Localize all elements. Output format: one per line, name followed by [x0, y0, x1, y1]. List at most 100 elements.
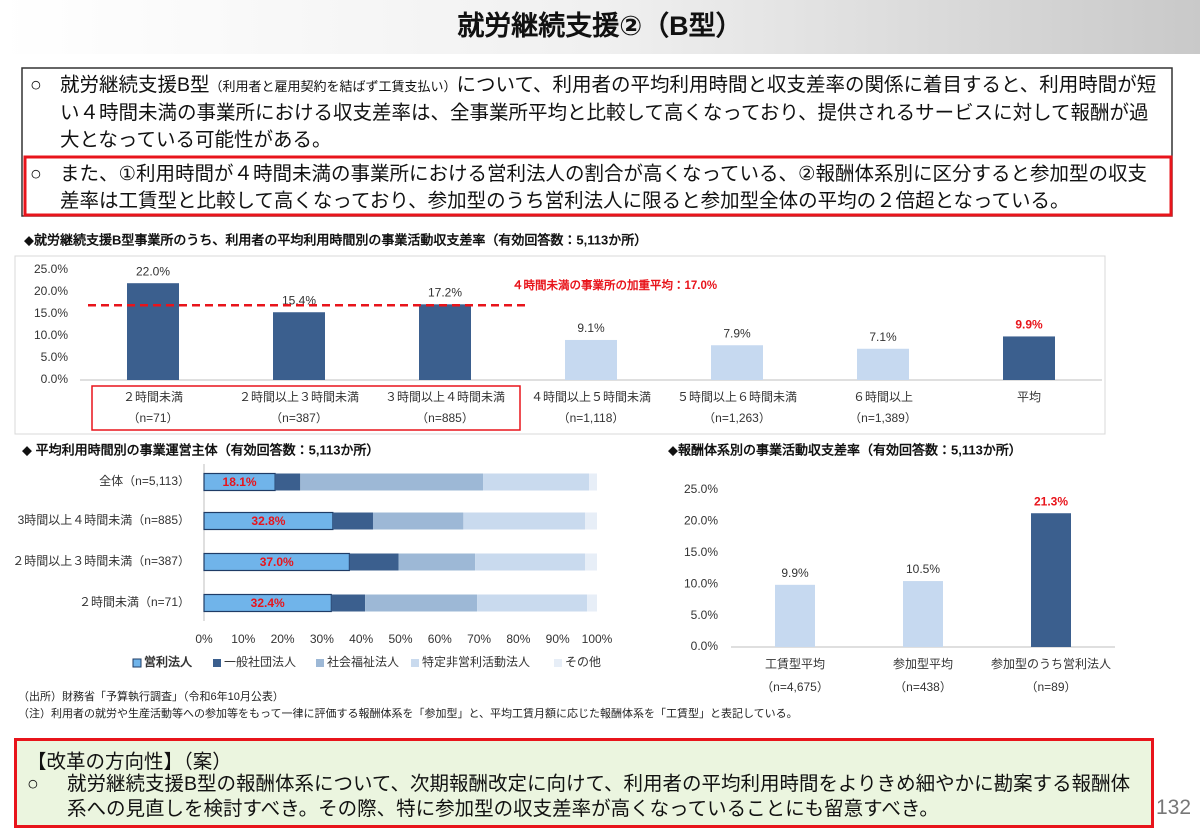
- category-note: （n=885）: [416, 411, 474, 425]
- y-tick-label: 20.0%: [684, 514, 718, 528]
- y-tick-label: 3時間以上４時間未満（n=885）: [18, 513, 190, 527]
- y-tick-label: 5.0%: [691, 608, 719, 622]
- x-tick-label: 70%: [467, 632, 491, 646]
- x-tick-label: 50%: [388, 632, 412, 646]
- bar: [1031, 513, 1071, 647]
- source: （出所）財務省「予算執行調査」（令和6年10月公表）: [18, 691, 284, 703]
- category-note: （n=1,389）: [849, 411, 917, 425]
- x-tick-label: 工賃型平均: [765, 656, 825, 671]
- chart-title: ◆ 平均利用時間別の事業運営主体（有効回答数：5,113か所）: [22, 442, 379, 457]
- note: （注）利用者の就労や生産活動等への参加等をもって一律に評価する報酬体系を「参加型…: [18, 708, 798, 720]
- y-tick-label: ２時間以上３時間未満（n=387）: [12, 554, 190, 568]
- x-tick-label: 参加型平均: [893, 657, 953, 671]
- y-tick-label: 10.0%: [34, 328, 68, 342]
- bar: [903, 581, 943, 647]
- x-tick-label: 10%: [231, 632, 255, 646]
- legend-label: 社会福祉法人: [327, 654, 399, 669]
- category-note: （n=1,263）: [703, 411, 771, 425]
- y-tick-label: 全体（n=5,113）: [99, 474, 190, 488]
- category-note: （n=1,118）: [558, 411, 625, 425]
- bar: [857, 348, 909, 380]
- bar-segment: [365, 594, 478, 612]
- category-note: （n=89）: [1025, 680, 1076, 694]
- y-tick-label: 0.0%: [41, 372, 69, 386]
- value-label: 9.9%: [781, 566, 809, 580]
- y-tick-label: 20.0%: [34, 284, 68, 298]
- legend-label: その他: [565, 655, 601, 669]
- value-label: 9.1%: [577, 321, 605, 335]
- bar-segment: [349, 553, 399, 571]
- page-title: 就労継続支援②（B型）: [457, 10, 742, 41]
- value-label: 32.4%: [251, 596, 285, 610]
- legend-swatch: [132, 658, 142, 668]
- bar-segment: [332, 512, 373, 530]
- value-label: 17.2%: [428, 285, 462, 299]
- category-highlight: [91, 385, 521, 431]
- header-band: [0, 0, 1200, 54]
- bar-segment: [585, 512, 597, 530]
- y-tick-label: 10.0%: [684, 576, 718, 590]
- value-label: 7.9%: [723, 326, 751, 340]
- charts: ◆就労継続支援B型事業所のうち、利用者の平均利用時間別の事業活動収支差率（有効回…: [12, 232, 1115, 694]
- x-tick-label: ２時間以上３時間未満: [239, 390, 359, 404]
- reform-item: ○ 就労継続支援B型の報酬体系について、次期報酬改定に向けて、利用者の平均利用時…: [27, 772, 1147, 822]
- bar-segment: [463, 512, 586, 530]
- bullet: ○: [30, 74, 42, 96]
- value-label: 10.5%: [906, 562, 940, 576]
- category-note: （n=387）: [270, 411, 328, 425]
- bullet: ○: [27, 773, 39, 795]
- y-tick-label: 0.0%: [691, 639, 719, 653]
- chart1-frame: [14, 255, 1106, 435]
- value-label: 37.0%: [260, 555, 294, 569]
- legend-label: 特定非営利活動法人: [422, 654, 530, 669]
- value-label: 21.3%: [1034, 494, 1068, 508]
- text: について、利用者の平均利用時間と収支差率の関係に着目すると、利用時間が短い４時間…: [60, 74, 1157, 151]
- y-tick-label: ２時間未満（n=71）: [79, 595, 190, 609]
- x-tick-label: 20%: [271, 632, 295, 646]
- chart-title: ◆報酬体系別の事業活動収支差率（有効回答数：5,113か所）: [668, 442, 1022, 457]
- bar-segment: [483, 473, 590, 491]
- value-label: 32.8%: [251, 514, 285, 528]
- x-tick-label: 40%: [349, 632, 373, 646]
- reference-label: ４時間未満の事業所の加重平均：17.0%: [512, 278, 717, 292]
- x-tick-label: ６時間以上: [853, 390, 913, 404]
- page-number: 132: [1156, 796, 1192, 819]
- x-tick-label: ３時間以上４時間未満: [385, 390, 505, 404]
- summary-highlight: [23, 155, 1173, 217]
- x-tick-label: 100%: [582, 632, 613, 646]
- legend-swatch: [411, 659, 419, 667]
- bar: [273, 312, 325, 380]
- value-label: 22.0%: [136, 264, 170, 278]
- summary-text: また、①利用時間が４時間未満の事業所における営利法人の割合が高くなっている、②報…: [60, 163, 1147, 212]
- x-tick-label: ２時間未満: [123, 390, 183, 404]
- value-label: 7.1%: [869, 330, 897, 344]
- value-label: 15.4%: [282, 293, 316, 307]
- value-label: 9.9%: [1015, 318, 1043, 332]
- reform-title: 【改革の方向性】（案）: [27, 751, 232, 773]
- category-note: （n=71）: [127, 411, 178, 425]
- summary-text: 就労継続支援B型（利用者と雇用契約を結ばず工賃支払い）について、利用者の平均利用…: [60, 72, 1165, 154]
- x-tick-label: 80%: [506, 632, 530, 646]
- y-tick-label: 15.0%: [684, 545, 718, 559]
- x-tick-label: 平均: [1017, 390, 1041, 404]
- summary-item: ○ また、①利用時間が４時間未満の事業所における営利法人の割合が高くなっている、…: [30, 161, 1165, 215]
- chart-title: ◆就労継続支援B型事業所のうち、利用者の平均利用時間別の事業活動収支差率（有効回…: [24, 232, 647, 247]
- x-tick-label: 0%: [195, 632, 213, 646]
- legend-label: 一般社団法人: [224, 654, 296, 669]
- bar-segment: [398, 553, 476, 571]
- bar-segment: [589, 473, 597, 491]
- y-tick-label: 15.0%: [34, 306, 68, 320]
- reform-text: 就労継続支援B型の報酬体系について、次期報酬改定に向けて、利用者の平均利用時間を…: [67, 773, 1131, 820]
- x-tick-label: 参加型のうち営利法人: [991, 657, 1111, 671]
- bar-segment: [331, 594, 366, 612]
- legend-swatch: [316, 659, 324, 667]
- y-tick-label: 25.0%: [34, 262, 68, 276]
- legend-swatch: [554, 659, 562, 667]
- bar-segment: [275, 473, 301, 491]
- note: （利用者と雇用契約を結ばず工賃支払い）: [209, 79, 457, 94]
- x-tick-label: 30%: [310, 632, 334, 646]
- bar-segment: [477, 594, 588, 612]
- x-tick-label: 90%: [546, 632, 570, 646]
- value-label: 18.1%: [223, 475, 257, 489]
